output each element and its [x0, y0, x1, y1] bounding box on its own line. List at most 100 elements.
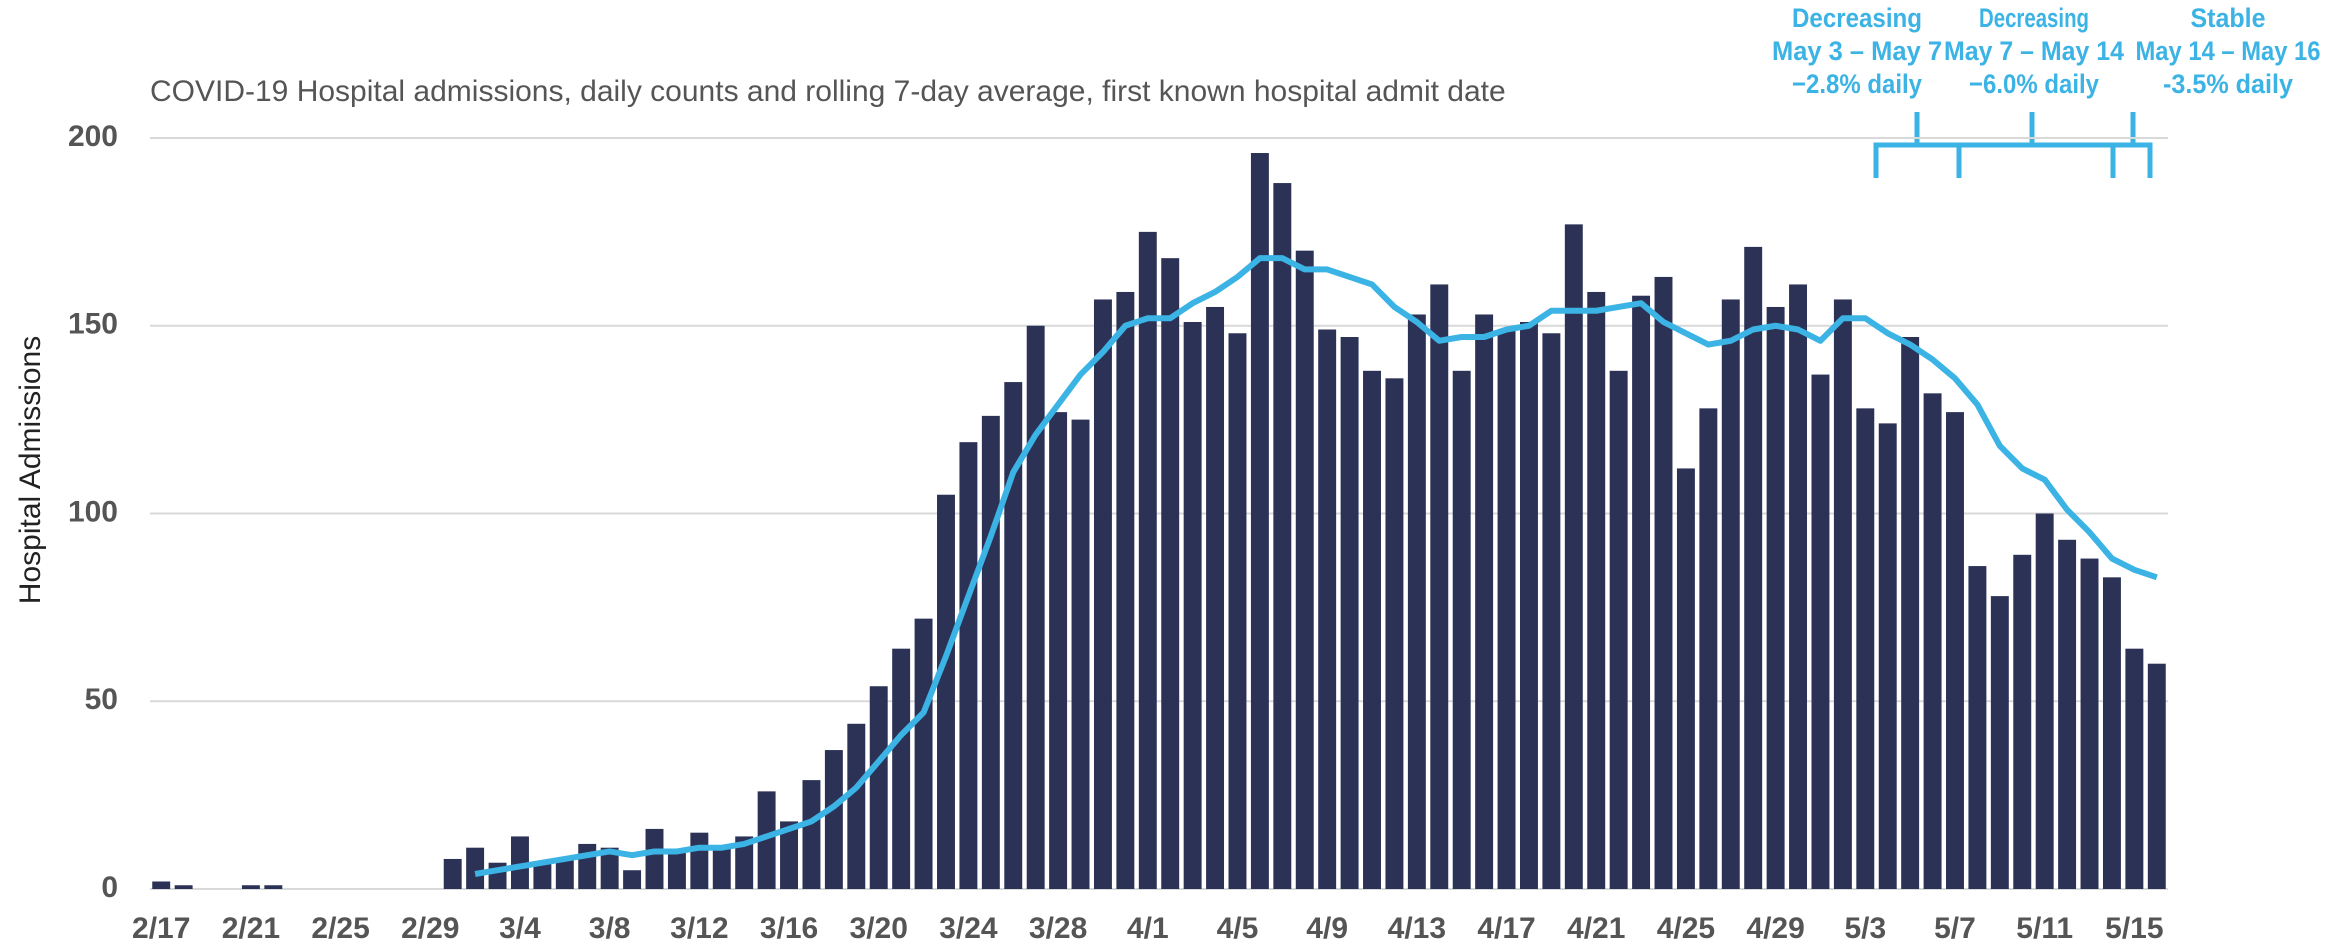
bar: [1699, 408, 1718, 889]
bar: [1497, 329, 1516, 889]
x-tick-label: 3/4: [499, 912, 541, 941]
bar: [690, 832, 709, 889]
bar: [1206, 306, 1225, 890]
x-tick-label: 3/20: [850, 912, 908, 941]
bar: [1587, 291, 1606, 890]
x-tick-label: 3/28: [1029, 912, 1087, 941]
bar: [1968, 566, 1987, 889]
bar: [2013, 554, 2032, 889]
bar: [2147, 663, 2166, 889]
annotation: May 14 – May 16: [2136, 36, 2321, 66]
y-tick-label: 0: [101, 871, 118, 904]
bar: [802, 780, 821, 889]
bar: [623, 870, 642, 889]
bar: [1632, 295, 1651, 890]
bar: [2058, 539, 2077, 889]
annotation: May 3 – May 7: [1772, 36, 1942, 66]
bar: [1542, 333, 1561, 889]
x-tick-label: 5/3: [1844, 912, 1886, 941]
bar: [1250, 153, 1269, 889]
bar: [667, 851, 686, 889]
annotation: Stable: [2191, 3, 2266, 33]
bar: [1026, 325, 1045, 889]
bar: [1766, 306, 1785, 890]
x-tick-label: 3/12: [670, 912, 728, 941]
bar: [892, 648, 911, 889]
bar: [174, 885, 193, 889]
bar: [578, 843, 597, 889]
bar: [1811, 374, 1830, 889]
bar: [1318, 329, 1337, 889]
bar: [555, 858, 574, 889]
bar: [1407, 314, 1426, 889]
bar: [1093, 299, 1112, 890]
bar: [1071, 419, 1090, 889]
bar: [959, 442, 978, 889]
bar: [1990, 596, 2009, 889]
bar: [241, 885, 260, 889]
bar: [1228, 333, 1247, 889]
bar: [847, 723, 866, 889]
x-tick-label: 5/11: [2016, 912, 2073, 941]
bar: [1452, 370, 1471, 889]
bar: [1519, 321, 1538, 889]
x-tick-label: 4/25: [1657, 912, 1715, 941]
bar: [264, 885, 283, 889]
y-tick-label: 150: [68, 308, 118, 341]
average-line: [474, 255, 2158, 877]
bar: [1946, 412, 1964, 889]
bar: [1923, 393, 1942, 889]
bar: [1676, 468, 1695, 889]
y-axis-label: Hospital Admissions: [14, 336, 47, 604]
x-tick-label: 4/5: [1217, 912, 1259, 941]
bar: [2080, 558, 2099, 889]
bar: [914, 618, 933, 889]
annotation: -3.5% daily: [2163, 69, 2293, 99]
bar: [2035, 513, 2054, 889]
annotation: −2.8% daily: [1792, 69, 1922, 99]
x-tick-label: 2/25: [311, 912, 369, 941]
bar: [1609, 370, 1628, 889]
y-tick-label: 200: [68, 120, 118, 153]
bar: [2125, 648, 2144, 889]
x-tick-label: 3/8: [589, 912, 631, 941]
x-tick-label: 4/29: [1746, 912, 1804, 941]
bar: [712, 847, 731, 889]
bar: [1183, 321, 1202, 889]
bar: [600, 847, 619, 889]
bar: [780, 821, 799, 889]
bar: [510, 836, 529, 889]
bar: [1789, 284, 1808, 889]
bar: [533, 862, 552, 889]
bar: [1161, 258, 1180, 889]
bar: [937, 494, 955, 889]
x-tick-label: 4/17: [1477, 912, 1535, 941]
bar: [1385, 378, 1404, 889]
annotation: Decreasing: [1979, 3, 2089, 33]
bar: [1049, 412, 1068, 889]
x-tick-label: 5/15: [2105, 912, 2163, 941]
bar: [1878, 423, 1897, 889]
bar: [1340, 337, 1359, 889]
bar: [1901, 337, 1920, 889]
y-tick-label: 100: [68, 495, 118, 528]
x-tick-label: 4/13: [1388, 912, 1446, 941]
bar: [1363, 370, 1381, 889]
x-tick-label: 3/24: [939, 912, 998, 941]
bar: [1744, 246, 1763, 889]
bar: [1430, 284, 1449, 889]
bar: [824, 750, 843, 889]
bar: [2102, 577, 2121, 889]
x-tick-label: 3/16: [760, 912, 818, 941]
bar: [1004, 382, 1023, 889]
bar: [1273, 183, 1292, 889]
bar: [1721, 299, 1740, 890]
bar: [735, 836, 754, 889]
bar: [466, 847, 485, 889]
annotation: Decreasing: [1792, 3, 1922, 33]
bar: [869, 686, 888, 889]
x-tick-label: 4/21: [1567, 912, 1625, 941]
chart-title: COVID-19 Hospital admissions, daily coun…: [150, 75, 1506, 108]
bar: [1856, 408, 1875, 889]
